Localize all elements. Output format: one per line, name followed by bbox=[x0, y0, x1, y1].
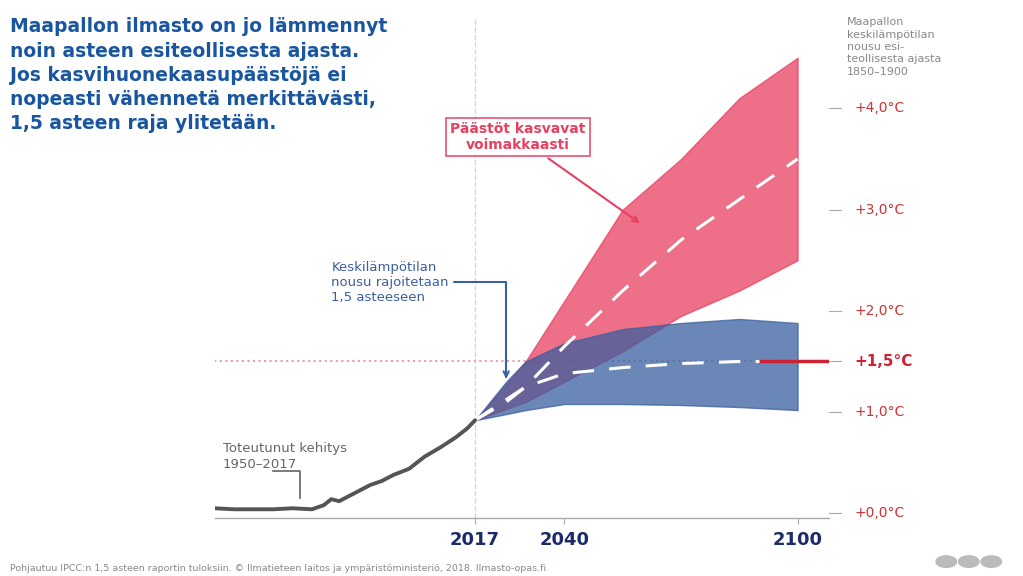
Text: +0,0°C: +0,0°C bbox=[854, 506, 904, 520]
Text: Pohjautuu IPCC:n 1,5 asteen raportin tuloksiin. © Ilmatieteen laitos ja ympärist: Pohjautuu IPCC:n 1,5 asteen raportin tul… bbox=[10, 564, 546, 573]
Text: +2,0°C: +2,0°C bbox=[854, 304, 904, 318]
Text: Maapallon
keskilämpötilan
nousu esi-
teollisesta ajasta
1850–1900: Maapallon keskilämpötilan nousu esi- teo… bbox=[847, 17, 941, 77]
Text: +1,5°C: +1,5°C bbox=[854, 354, 913, 369]
Text: +4,0°C: +4,0°C bbox=[854, 101, 904, 115]
Text: Toteutunut kehitys
1950–2017: Toteutunut kehitys 1950–2017 bbox=[223, 442, 347, 471]
Text: +3,0°C: +3,0°C bbox=[854, 203, 904, 217]
Text: +1,0°C: +1,0°C bbox=[854, 405, 904, 419]
Text: Keskilämpötilan
nousu rajoitetaan
1,5 asteeseen: Keskilämpötilan nousu rajoitetaan 1,5 as… bbox=[331, 261, 508, 377]
Text: Päästöt kasvavat
voimakkaasti: Päästöt kasvavat voimakkaasti bbox=[450, 122, 638, 222]
Text: Maapallon ilmasto on jo lämmennyt
noin asteen esiteollisesta ajasta.
Jos kasvihu: Maapallon ilmasto on jo lämmennyt noin a… bbox=[10, 17, 388, 133]
